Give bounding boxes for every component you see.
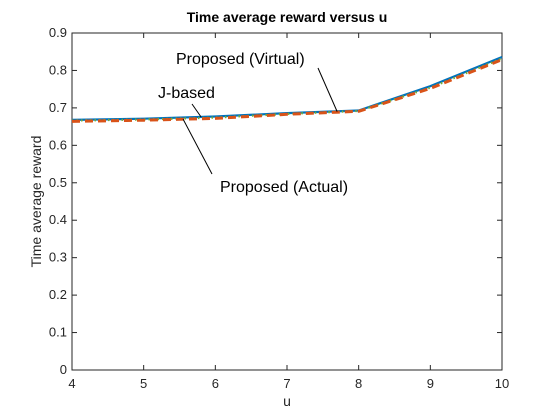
- annotation-pointer: [191, 103, 202, 118]
- x-tick-label: 7: [283, 376, 290, 391]
- y-tick-label: 0: [60, 362, 67, 377]
- x-tick-label: 4: [68, 376, 75, 391]
- annotation-pointer: [182, 118, 213, 175]
- x-tick-label: 8: [355, 376, 362, 391]
- x-tick-label: 9: [427, 376, 434, 391]
- chart-title: Time average reward versus u: [187, 9, 388, 25]
- x-tick-label: 6: [212, 376, 219, 391]
- annotation-label: Proposed (Actual): [220, 179, 348, 196]
- axis-ticks: 4 5 6 7 8 9 10 0 0.1 0.2 0.3 0.4 0.5 0.6 0.7 0.8 0.9: [49, 25, 509, 391]
- series-lines: [71, 55, 503, 123]
- y-tick-label: 0.4: [49, 212, 67, 227]
- y-tick-label: 0.7: [49, 100, 67, 115]
- y-tick-label: 0.6: [49, 137, 67, 152]
- x-tick-label: 5: [140, 376, 147, 391]
- annotation-label: Proposed (Virtual): [176, 51, 305, 68]
- annotation-label: J-based: [158, 85, 215, 102]
- y-tick-label: 0.3: [49, 250, 67, 265]
- plot-area: [71, 32, 503, 371]
- series-line-proposed-actual: [71, 58, 503, 123]
- y-tick-label: 0.9: [49, 25, 67, 40]
- y-tick-label: 0.1: [49, 325, 67, 340]
- y-tick-label: 0.5: [49, 175, 67, 190]
- y-tick-label: 0.8: [49, 62, 67, 77]
- annotation-pointer: [317, 67, 338, 112]
- annotations: Proposed (Virtual) J-based Proposed (Actua…: [158, 51, 348, 196]
- x-axis-label: u: [283, 393, 291, 409]
- y-tick-label: 0.2: [49, 287, 67, 302]
- y-axis-label: Time average reward: [28, 136, 44, 268]
- x-tick-label: 10: [495, 376, 509, 391]
